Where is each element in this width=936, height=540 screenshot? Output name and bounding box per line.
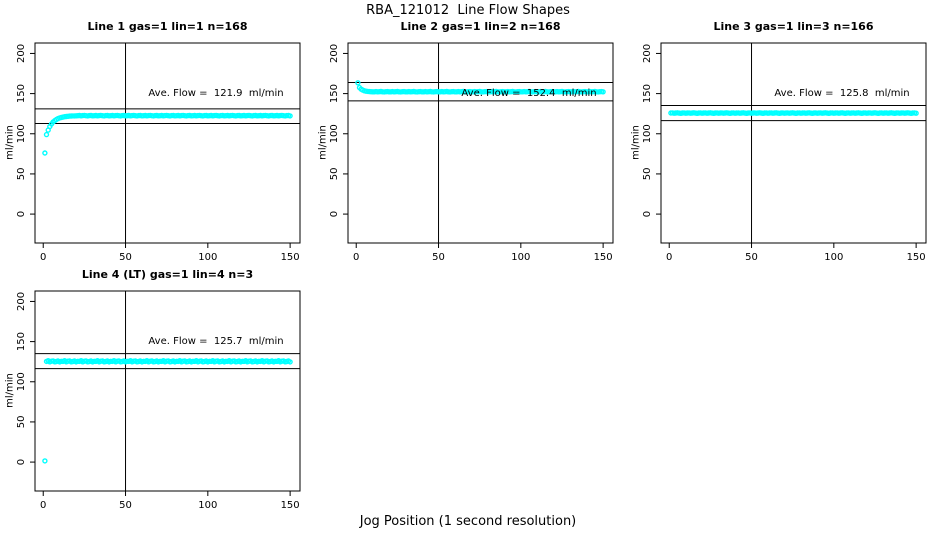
figure-title: RBA_121012 Line Flow Shapes <box>366 3 570 18</box>
y-tick-label: 100 <box>16 372 27 391</box>
plot-box <box>660 42 927 244</box>
x-tick-label: 0 <box>40 500 46 511</box>
x-axis-label: Jog Position (1 second resolution) <box>359 514 577 529</box>
y-tick-label: 0 <box>642 211 653 217</box>
y-tick-label: 200 <box>16 292 27 311</box>
subplot-title: Line 2 gas=1 lin=2 n=168 <box>400 20 561 33</box>
y-tick-label: 200 <box>642 44 653 63</box>
x-tick-label: 50 <box>745 252 758 263</box>
plot-box <box>34 42 301 244</box>
subplot-title: Line 4 (LT) gas=1 lin=4 n=3 <box>81 268 254 281</box>
ave-flow-annotation: Ave. Flow = 152.4 ml/min <box>461 88 597 99</box>
data-point <box>600 89 606 95</box>
x-tick-label: 100 <box>198 500 217 511</box>
ave-flow-annotation: Ave. Flow = 121.9 ml/min <box>148 88 284 99</box>
y-tick-label: 100 <box>642 124 653 143</box>
x-tick-label: 50 <box>119 252 132 263</box>
plot-area: 0 50 100 150 0 50 100 150 200 <box>642 42 927 263</box>
x-tick-label: 50 <box>119 500 132 511</box>
y-tick-label: 0 <box>16 211 27 217</box>
x-tick-label: 150 <box>281 252 300 263</box>
subplot-line-3: Line 3 gas=1 lin=3 n=166 ml/min 0 50 100 15… <box>628 20 936 264</box>
data-point <box>43 131 50 138</box>
plot-area: 0 50 100 150 0 50 100 150 200 <box>329 42 614 263</box>
subplot-title: Line 3 gas=1 lin=3 n=166 <box>713 20 874 33</box>
y-tick-label: 50 <box>642 168 653 181</box>
y-tick-label: 50 <box>16 416 27 429</box>
y-tick-label: 150 <box>329 84 340 103</box>
data-point <box>287 359 293 365</box>
y-tick-label: 200 <box>329 44 340 63</box>
x-tick-label: 150 <box>907 252 926 263</box>
ave-flow-annotation: Ave. Flow = 125.8 ml/min <box>774 88 910 99</box>
x-tick-label: 0 <box>666 252 672 263</box>
x-tick-label: 100 <box>824 252 843 263</box>
y-tick-label: 150 <box>16 84 27 103</box>
x-tick-label: 150 <box>281 500 300 511</box>
plot-area: 0 50 100 150 0 50 100 150 200 <box>16 42 301 263</box>
plot-box <box>34 290 301 492</box>
subplot-line-4: Line 4 (LT) gas=1 lin=4 n=3 ml/min 0 50 10… <box>2 268 312 512</box>
ave-flow-annotation: Ave. Flow = 125.7 ml/min <box>148 336 284 347</box>
x-tick-label: 50 <box>432 252 445 263</box>
y-tick-label: 100 <box>329 124 340 143</box>
y-tick-label: 0 <box>329 211 340 217</box>
data-point <box>42 458 48 464</box>
data-point <box>42 150 48 156</box>
subplot-title: Line 1 gas=1 lin=1 n=168 <box>87 20 248 33</box>
subplot-line-1: Line 1 gas=1 lin=1 n=168 ml/min 0 50 100 15… <box>2 20 312 264</box>
y-tick-label: 150 <box>642 84 653 103</box>
data-point <box>287 113 293 119</box>
subplot-line-2: Line 2 gas=1 lin=2 n=168 ml/min 0 50 100 15… <box>315 20 625 264</box>
x-tick-label: 0 <box>40 252 46 263</box>
plot-area: 0 50 100 150 0 50 100 150 200 <box>16 290 301 511</box>
data-point <box>913 110 919 116</box>
y-tick-label: 0 <box>16 459 27 465</box>
plot-box <box>347 42 614 244</box>
data-point <box>355 80 361 86</box>
x-tick-label: 100 <box>198 252 217 263</box>
y-tick-label: 200 <box>16 44 27 63</box>
y-tick-label: 150 <box>16 332 27 351</box>
x-tick-label: 100 <box>511 252 530 263</box>
y-tick-label: 100 <box>16 124 27 143</box>
x-tick-label: 0 <box>353 252 359 263</box>
x-tick-label: 150 <box>594 252 613 263</box>
y-tick-label: 50 <box>16 168 27 181</box>
y-tick-label: 50 <box>329 168 340 181</box>
